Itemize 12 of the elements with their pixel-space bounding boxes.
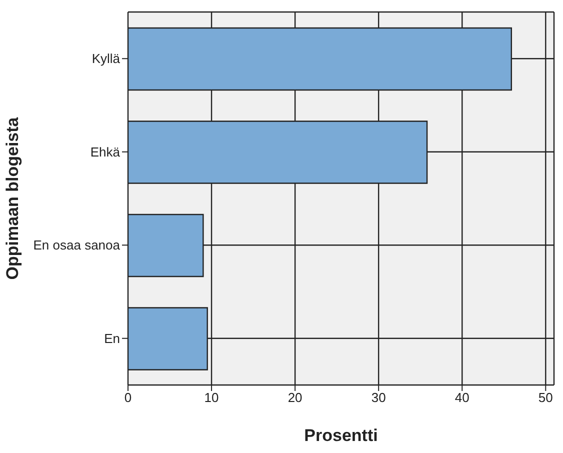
x-tick-label: 30 <box>371 390 386 406</box>
y-tick-label: En osaa sanoa <box>33 238 121 253</box>
y-tick-label: En <box>104 330 120 346</box>
y-tick-label: Kyllä <box>92 51 121 66</box>
y-tick-label: Ehkä <box>90 144 121 160</box>
x-tick-label: 10 <box>204 390 219 406</box>
x-tick-label: 20 <box>288 390 302 406</box>
x-axis-title: Prosentti <box>304 426 378 445</box>
x-tick-label: 0 <box>124 390 132 406</box>
x-tick-label: 50 <box>538 390 553 406</box>
x-tick-label: 40 <box>454 390 470 406</box>
y-axis-title: Oppimaan blogeista <box>3 116 22 280</box>
